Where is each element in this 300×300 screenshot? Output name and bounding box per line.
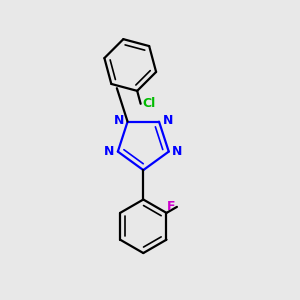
Text: N: N [162,115,173,128]
Text: N: N [104,145,115,158]
Text: Cl: Cl [142,97,155,110]
Text: F: F [167,200,176,213]
Text: N: N [172,145,182,158]
Text: N: N [114,115,124,128]
